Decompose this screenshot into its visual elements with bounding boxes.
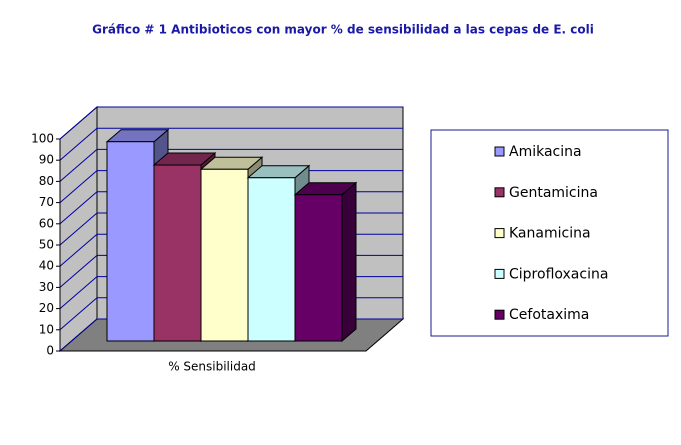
grid-line [59, 127, 403, 161]
y-tick-label: 70 [39, 195, 54, 209]
y-tick-label: 90 [39, 153, 54, 167]
bar [294, 194, 343, 342]
y-tick-label: 50 [39, 238, 54, 252]
grid-line [59, 106, 403, 140]
legend-swatch [494, 228, 505, 239]
y-tick-label: 10 [39, 322, 54, 336]
y-tick-label: 60 [39, 216, 54, 230]
grid-line [59, 148, 403, 182]
bar [153, 164, 202, 342]
legend-label: Amikacina [509, 144, 582, 160]
legend-swatch [494, 146, 505, 157]
legend-label: Gentamicina [509, 185, 598, 201]
legend-swatch [494, 309, 505, 320]
legend-box [430, 129, 669, 337]
bar [106, 141, 155, 342]
x-tick-label: % Sensibilidad [168, 360, 256, 374]
y-tick-label: 100 [31, 132, 54, 146]
y-tick-label: 0 [46, 344, 54, 358]
y-tick-label: 30 [39, 280, 54, 294]
bar [200, 168, 249, 342]
y-tick-label: 80 [39, 174, 54, 188]
bar [247, 177, 296, 342]
legend-swatch [494, 187, 505, 198]
legend-label: Ciprofloxacina [509, 266, 608, 282]
chart-title: Gráfico # 1 Antibioticos con mayor % de … [92, 23, 594, 37]
legend-label: Cefotaxima [509, 307, 589, 323]
legend-label: Kanamicina [509, 226, 591, 242]
bar-side [341, 181, 357, 343]
y-tick-label: 20 [39, 301, 54, 315]
y-tick-label: 40 [39, 259, 54, 273]
legend-swatch [494, 268, 505, 279]
